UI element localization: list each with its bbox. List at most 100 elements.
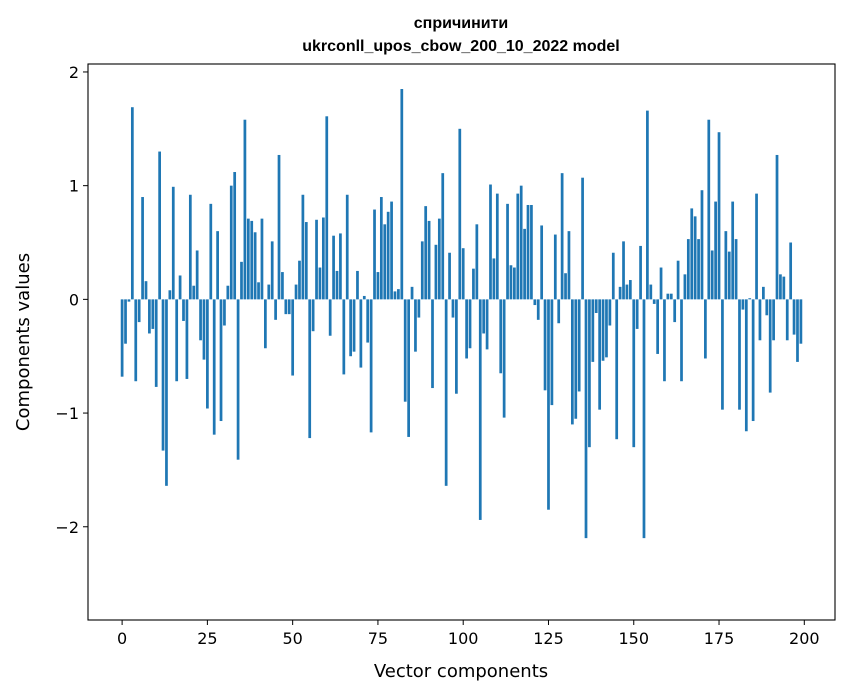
bar	[533, 299, 537, 306]
x-tick-label: 150	[618, 629, 649, 648]
bar	[437, 218, 441, 300]
bar	[468, 299, 472, 349]
bar	[151, 299, 155, 329]
bar	[168, 290, 172, 300]
bar	[455, 299, 458, 394]
bar	[686, 239, 690, 300]
bar	[356, 270, 359, 300]
bar	[543, 299, 547, 391]
bar	[339, 233, 342, 300]
bar	[751, 299, 755, 422]
bar	[386, 211, 390, 300]
bar	[410, 286, 414, 300]
bar	[577, 299, 581, 392]
bar	[130, 107, 134, 300]
bar	[403, 299, 407, 402]
bar	[229, 185, 233, 300]
bar	[120, 299, 124, 377]
bar	[301, 194, 305, 300]
bar	[397, 289, 400, 300]
bar	[206, 299, 209, 409]
bar	[264, 299, 267, 349]
bar	[349, 299, 353, 357]
bar	[362, 295, 366, 300]
bar	[707, 119, 711, 300]
bar	[458, 128, 462, 300]
bar	[185, 299, 189, 379]
bar	[646, 110, 649, 300]
bar	[680, 299, 683, 382]
bar	[782, 276, 786, 300]
bar	[772, 299, 775, 341]
bar	[308, 299, 312, 439]
bar	[257, 282, 260, 300]
bar	[171, 186, 175, 300]
bar	[574, 299, 578, 419]
bar	[390, 201, 393, 300]
bar	[240, 261, 243, 300]
bar	[216, 231, 219, 300]
y-axis-ticks: −2 −1 0 1 2	[55, 63, 88, 537]
bar	[536, 299, 540, 320]
bar	[144, 281, 148, 300]
bar	[765, 299, 769, 316]
x-axis-ticks: 0 25 50 75 100 125 150 175 200	[117, 620, 820, 648]
bar	[642, 299, 646, 539]
bar	[792, 299, 796, 335]
bar	[796, 299, 799, 362]
bar	[352, 299, 356, 352]
bar	[287, 299, 291, 315]
bar	[298, 260, 301, 300]
bar	[639, 245, 642, 300]
plot-area-frame	[87, 63, 836, 621]
bar	[127, 299, 131, 302]
bar	[704, 299, 707, 359]
bar	[434, 244, 438, 300]
x-tick-label: 175	[704, 629, 735, 648]
bar	[318, 267, 322, 300]
bar	[588, 299, 591, 448]
x-tick-label: 50	[282, 629, 302, 648]
y-tick-label: −2	[55, 518, 79, 537]
bar	[359, 299, 363, 368]
bar	[328, 299, 332, 336]
bar	[499, 299, 503, 374]
bar	[182, 299, 185, 321]
bar	[134, 299, 138, 382]
bar	[175, 299, 179, 382]
bar	[727, 251, 731, 300]
bar	[165, 299, 168, 486]
bar	[669, 293, 673, 300]
bar	[400, 89, 404, 300]
bar	[304, 222, 308, 300]
bar	[158, 151, 161, 300]
bar	[618, 286, 622, 300]
bar	[513, 267, 516, 300]
bar	[785, 299, 789, 341]
bar	[567, 231, 571, 300]
x-tick-label: 25	[197, 629, 217, 648]
y-tick-label: 2	[69, 63, 79, 82]
bar	[738, 299, 741, 410]
bar	[212, 299, 216, 435]
bar	[584, 299, 588, 539]
bar	[547, 299, 550, 510]
bar	[656, 299, 659, 354]
bar	[226, 285, 230, 300]
chart-title: спричинити	[414, 15, 508, 32]
bar	[666, 293, 670, 300]
x-axis-label: Vector components	[374, 661, 548, 682]
y-tick-label: 0	[69, 290, 79, 309]
bar	[632, 299, 636, 448]
bar	[502, 299, 506, 418]
bar	[530, 204, 533, 300]
bar	[598, 299, 602, 410]
bar	[605, 299, 608, 358]
bar	[649, 284, 653, 300]
bar	[448, 252, 451, 300]
bar	[516, 193, 520, 300]
bar	[236, 299, 240, 460]
bar	[789, 242, 793, 300]
bar	[243, 119, 247, 300]
